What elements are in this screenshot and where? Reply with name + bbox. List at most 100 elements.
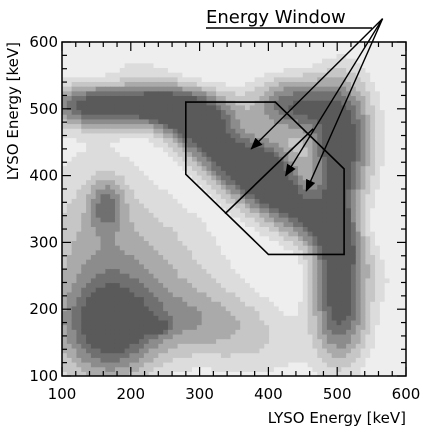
heatmap-cell bbox=[293, 76, 299, 83]
heatmap-cell bbox=[259, 207, 265, 213]
heatmap-cell bbox=[158, 128, 164, 134]
heatmap-cell bbox=[235, 301, 241, 307]
heatmap-cell bbox=[317, 254, 323, 260]
heatmap-cell bbox=[172, 174, 179, 181]
heatmap-cell bbox=[100, 333, 106, 340]
heatmap-cell bbox=[331, 207, 338, 213]
heatmap-cell bbox=[297, 100, 304, 106]
heatmap-cell bbox=[230, 62, 236, 68]
heatmap-cell bbox=[283, 142, 289, 148]
heatmap-cell bbox=[230, 245, 236, 251]
heatmap-cell bbox=[254, 338, 261, 344]
heatmap-cell bbox=[379, 90, 386, 97]
heatmap-cell bbox=[240, 62, 246, 68]
heatmap-cell bbox=[143, 202, 150, 209]
heatmap-cell bbox=[76, 165, 82, 171]
heatmap-cell bbox=[307, 231, 314, 237]
heatmap-cell bbox=[124, 221, 131, 227]
heatmap-cell bbox=[206, 76, 212, 83]
heatmap-cell bbox=[269, 319, 275, 326]
heatmap-cell bbox=[220, 179, 227, 185]
heatmap-cell bbox=[201, 76, 208, 83]
heatmap-cell bbox=[172, 268, 179, 274]
heatmap-cell bbox=[177, 165, 183, 171]
heatmap-cell bbox=[66, 310, 73, 316]
heatmap-cell bbox=[269, 263, 275, 270]
heatmap-cell bbox=[182, 254, 188, 260]
heatmap-cell bbox=[355, 202, 362, 209]
heatmap-cell bbox=[182, 319, 188, 326]
heatmap-cell bbox=[336, 305, 342, 312]
heatmap-cell bbox=[355, 142, 362, 148]
heatmap-cell bbox=[293, 273, 299, 279]
heatmap-cell bbox=[216, 338, 222, 344]
heatmap-cell bbox=[100, 221, 106, 227]
heatmap-cell bbox=[206, 86, 212, 92]
heatmap-cell bbox=[172, 151, 179, 157]
heatmap-cell bbox=[114, 343, 121, 349]
heatmap-cell bbox=[95, 42, 102, 45]
heatmap-cell bbox=[167, 44, 174, 50]
heatmap-cell bbox=[341, 95, 347, 101]
heatmap-cell bbox=[220, 151, 227, 157]
heatmap-cell bbox=[264, 217, 270, 223]
heatmap-cell bbox=[86, 114, 92, 120]
heatmap-cell bbox=[384, 333, 391, 340]
heatmap-cell bbox=[139, 86, 145, 92]
heatmap-cell bbox=[278, 142, 285, 148]
heatmap-cell bbox=[192, 319, 198, 326]
heatmap-cell bbox=[322, 352, 328, 358]
heatmap-cell bbox=[350, 249, 357, 256]
heatmap-cell bbox=[384, 174, 391, 181]
heatmap-cell bbox=[326, 58, 333, 64]
heatmap-cell bbox=[124, 132, 131, 139]
heatmap-cell bbox=[317, 184, 323, 190]
heatmap-cell bbox=[201, 174, 208, 181]
heatmap-cell bbox=[336, 104, 342, 111]
heatmap-cell bbox=[235, 44, 241, 50]
heatmap-cell bbox=[336, 137, 342, 143]
heatmap-cell bbox=[187, 324, 193, 330]
heatmap-cell bbox=[336, 100, 342, 106]
heatmap-cell bbox=[240, 81, 246, 87]
heatmap-cell bbox=[71, 86, 78, 92]
heatmap-cell bbox=[119, 137, 126, 143]
heatmap-cell bbox=[235, 273, 241, 279]
heatmap-cell bbox=[216, 198, 222, 204]
heatmap-cell bbox=[379, 366, 386, 372]
heatmap-cell bbox=[269, 58, 275, 64]
heatmap-cell bbox=[326, 170, 333, 176]
heatmap-cell bbox=[297, 315, 304, 321]
heatmap-cell bbox=[297, 128, 304, 134]
heatmap-cell bbox=[81, 259, 87, 265]
heatmap-cell bbox=[139, 193, 145, 199]
heatmap-cell bbox=[134, 310, 140, 316]
heatmap-cell bbox=[269, 221, 275, 227]
heatmap-cell bbox=[148, 235, 155, 241]
heatmap-cell bbox=[249, 137, 256, 143]
heatmap-cell bbox=[220, 118, 227, 125]
heatmap-cell bbox=[66, 72, 73, 78]
heatmap-cell bbox=[153, 132, 159, 139]
heatmap-cell bbox=[297, 193, 304, 199]
heatmap-cell bbox=[389, 86, 395, 92]
heatmap-cell bbox=[389, 123, 395, 129]
heatmap-cell bbox=[177, 235, 183, 241]
heatmap-cell bbox=[201, 249, 208, 256]
heatmap-cell bbox=[293, 193, 299, 199]
heatmap-cell bbox=[365, 170, 371, 176]
heatmap-cell bbox=[148, 198, 155, 204]
heatmap-cell bbox=[322, 315, 328, 321]
heatmap-cell bbox=[143, 263, 150, 270]
heatmap-cell bbox=[86, 193, 92, 199]
heatmap-cell bbox=[346, 329, 352, 335]
heatmap-cell bbox=[220, 146, 227, 153]
heatmap-cell bbox=[273, 315, 280, 321]
heatmap-cell bbox=[379, 212, 386, 218]
heatmap-cell bbox=[158, 217, 164, 223]
heatmap-cell bbox=[336, 319, 342, 326]
heatmap-cell bbox=[245, 240, 251, 246]
heatmap-cell bbox=[163, 259, 169, 265]
heatmap-cell bbox=[326, 287, 333, 293]
heatmap-cell bbox=[153, 100, 159, 106]
